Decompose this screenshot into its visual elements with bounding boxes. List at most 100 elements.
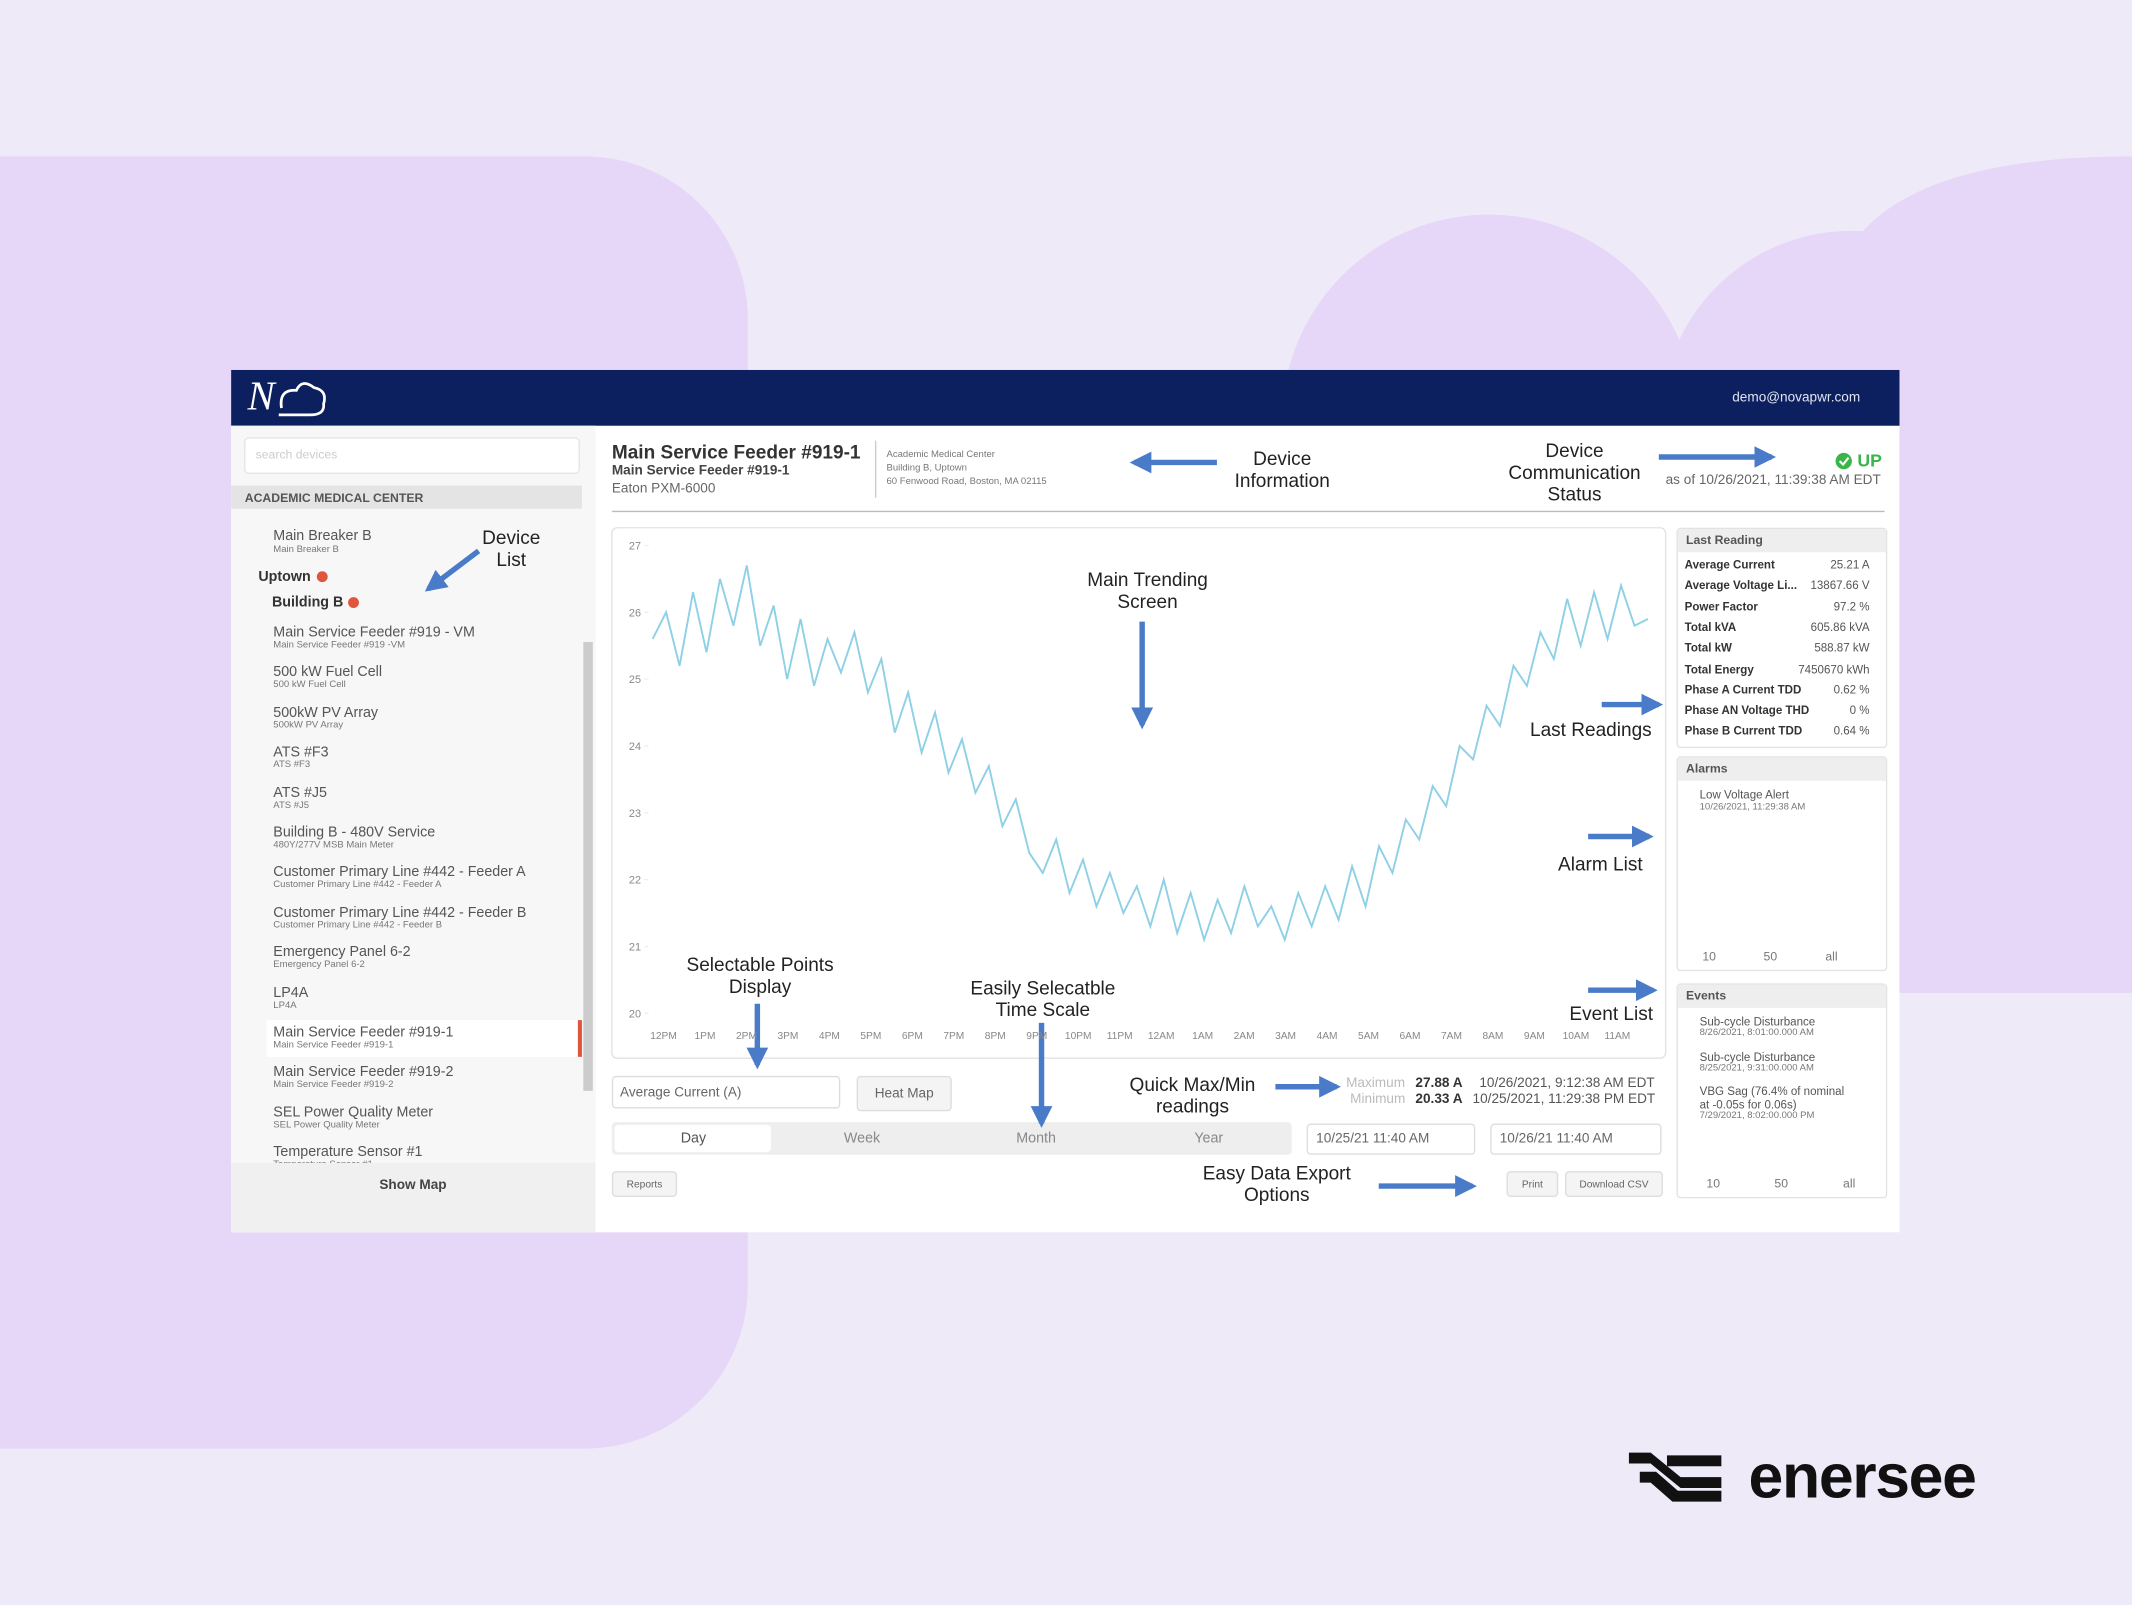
events-panel: Events [1676, 983, 1888, 1199]
x-tick-label: 3PM [777, 1031, 798, 1042]
y-tick-label: 25 [629, 674, 641, 686]
event-time: 7/29/2021, 8:02:00.000 PM [1699, 1111, 1815, 1121]
device-name[interactable]: Temperature Sensor #1 [273, 1144, 423, 1161]
alarm-time: 10/26/2021, 11:29:38 AM [1699, 802, 1806, 813]
show-map[interactable]: Show Map [379, 1177, 447, 1193]
min-time: 10/25/2021, 11:29:38 PM EDT [1472, 1092, 1656, 1108]
device-sub: Customer Primary Line #442 - Feeder B [273, 920, 443, 931]
device-name[interactable]: Main Service Feeder #919 - VM [273, 624, 475, 641]
heat-map-button[interactable]: Heat Map [856, 1075, 952, 1112]
x-tick-label: 7PM [943, 1031, 964, 1042]
end-date[interactable]: 10/26/21 11:40 AM [1490, 1123, 1662, 1155]
device-sub: Main Service Feeder #919-2 [273, 1080, 394, 1091]
event-name: VBG Sag (76.4% of nominal at -0.05s for … [1699, 1084, 1845, 1112]
sidebar [231, 425, 596, 1233]
device-name[interactable]: Building B - 480V Service [273, 824, 436, 841]
device-name[interactable]: Emergency Panel 6-2 [273, 944, 411, 961]
min-label: Minimum [1350, 1092, 1406, 1108]
x-tick-label: 11AM [1604, 1031, 1630, 1042]
reading-label: Phase B Current TDD [1684, 724, 1803, 738]
x-tick-label: 11PM [1107, 1031, 1133, 1042]
device-sub: Customer Primary Line #442 - Feeder A [273, 880, 442, 891]
device-name[interactable]: LP4A [273, 984, 309, 1001]
device-name[interactable]: ATS #J5 [273, 784, 328, 801]
annotation: Device List [482, 526, 541, 570]
annotation: Selectable Points Display [686, 953, 834, 998]
y-tick-label: 20 [629, 1008, 641, 1020]
pager[interactable]: 50 [1774, 1176, 1789, 1191]
device-sub: Emergency Panel 6-2 [273, 960, 365, 971]
pager[interactable]: 10 [1706, 1176, 1721, 1191]
device-name[interactable]: ATS #F3 [273, 744, 329, 761]
x-tick-label: 12AM [1148, 1031, 1175, 1042]
device-sub: LP4A [273, 1000, 297, 1011]
pager[interactable]: 50 [1763, 949, 1778, 964]
user-menu[interactable]: demo@novapwr.com [1732, 390, 1861, 406]
max-label: Maximum [1346, 1075, 1406, 1091]
device-subtitle: Main Service Feeder #919-1 [611, 463, 790, 479]
x-tick-label: 3AM [1275, 1031, 1296, 1042]
reading-label: Total Energy [1684, 661, 1754, 676]
device-name[interactable]: Main Service Feeder #919-2 [273, 1064, 454, 1081]
device-name[interactable]: 500kW PV Array [273, 704, 379, 721]
search-box[interactable] [244, 437, 580, 475]
event-name: Sub-cycle Disturbance [1699, 1014, 1816, 1029]
app-header [231, 369, 1900, 426]
pager[interactable]: all [1843, 1176, 1856, 1191]
annotation: Main Trending Screen [1087, 568, 1208, 613]
print-button[interactable]: Print [1506, 1171, 1559, 1197]
event-time: 8/25/2021, 9:31:00.000 AM [1699, 1063, 1814, 1074]
device-name[interactable]: SEL Power Quality Meter [273, 1104, 434, 1121]
time-tab[interactable]: Week [843, 1130, 881, 1147]
reading-label: Phase A Current TDD [1684, 682, 1802, 697]
event-time: 8/26/2021, 8:01:00.000 AM [1699, 1028, 1814, 1038]
x-tick-label: 2PM [736, 1031, 757, 1042]
annotation: Easily Selecatble Time Scale [970, 976, 1116, 1021]
alarm-name: Low Voltage Alert [1699, 787, 1789, 802]
time-tab[interactable]: Year [1194, 1130, 1224, 1147]
event-name: Sub-cycle Disturbance [1699, 1050, 1816, 1064]
download-button[interactable]: Download CSV [1565, 1171, 1663, 1197]
reading-value: 605.86 kVA [1810, 620, 1870, 634]
pager[interactable]: 10 [1702, 949, 1716, 964]
device-name[interactable]: Main Breaker B [273, 527, 372, 545]
device-name[interactable]: Customer Primary Line #442 - Feeder A [273, 864, 526, 881]
chart-card [611, 527, 1667, 1059]
time-tab[interactable]: Month [1016, 1130, 1056, 1147]
device-model: Eaton PXM-6000 [611, 481, 716, 497]
device-name[interactable]: 500 kW Fuel Cell [273, 664, 383, 681]
scrollbar [583, 642, 593, 1091]
point-select[interactable]: Average Current (A) [611, 1075, 841, 1109]
selected-marker [577, 1020, 582, 1057]
start-date[interactable]: 10/25/21 11:40 AM [1306, 1123, 1476, 1155]
panel-title: Alarms [1677, 757, 1886, 781]
annotation: Device Information [1234, 447, 1330, 492]
status-icon [1835, 452, 1852, 470]
annotation: Event List [1569, 1002, 1654, 1025]
device-name[interactable]: Customer Primary Line #442 - Feeder B [273, 904, 527, 921]
reports-button[interactable]: Reports [611, 1171, 678, 1197]
device-sub: Temperature Sensor #1 [273, 1160, 372, 1162]
reading-label: Total kVA [1684, 620, 1737, 634]
time-tab[interactable]: Day [680, 1130, 707, 1147]
pager[interactable]: all [1825, 949, 1838, 964]
y-tick-label: 24 [629, 741, 641, 753]
site[interactable]: Uptown [258, 568, 311, 585]
brand-icon [1628, 1452, 1722, 1502]
reading-label: Phase AN Voltage THD [1684, 703, 1810, 717]
device-sub: ATS #J5 [273, 800, 310, 811]
y-tick-label: 23 [629, 808, 641, 820]
x-tick-label: 4AM [1317, 1031, 1338, 1042]
reading-label: Power Factor [1684, 599, 1758, 613]
reading-label: Average Voltage Li... [1684, 578, 1798, 593]
y-tick-label: 26 [629, 607, 641, 619]
reading-label: Total kW [1684, 640, 1732, 655]
reading-value: 25.21 A [1830, 557, 1870, 572]
x-tick-label: 8PM [985, 1031, 1006, 1042]
building[interactable]: Building B [271, 594, 344, 611]
min-value: 20.33 A [1415, 1092, 1463, 1108]
last-reading-panel: Last Reading [1676, 527, 1888, 749]
device-name[interactable]: Main Service Feeder #919-1 [273, 1024, 454, 1041]
x-tick-label: 6PM [902, 1031, 923, 1042]
